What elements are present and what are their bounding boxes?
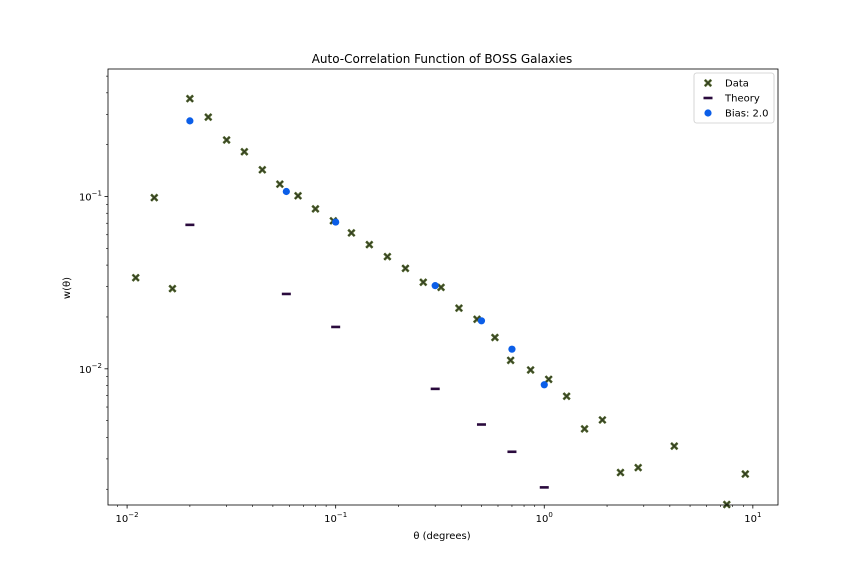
x-tick-label: 101 xyxy=(744,511,761,525)
data-point xyxy=(506,356,515,365)
bias-2-0-point xyxy=(508,345,516,353)
data-point xyxy=(311,204,320,214)
series-theory xyxy=(185,223,549,489)
data-point xyxy=(168,284,177,293)
data-point xyxy=(347,228,356,238)
data-point xyxy=(562,392,571,401)
data-point xyxy=(598,415,607,425)
data-point xyxy=(722,500,731,509)
y-tick-label: 10−1 xyxy=(79,190,102,204)
legend: Data Theory Bias: 2.0 xyxy=(693,72,775,124)
data-point xyxy=(240,147,249,156)
data-point xyxy=(670,441,679,451)
legend-label: Theory xyxy=(724,94,760,105)
data-point xyxy=(526,365,535,375)
data-point xyxy=(454,304,464,313)
data-point xyxy=(275,180,284,189)
plot-frame xyxy=(107,68,779,506)
y-axis-label: w(θ) xyxy=(62,277,73,299)
data-point xyxy=(741,469,750,479)
data-point xyxy=(419,278,428,287)
data-point xyxy=(383,252,392,261)
bias-2-0-point xyxy=(186,117,194,125)
chart-title: Auto-Correlation Function of BOSS Galaxi… xyxy=(312,52,573,66)
data-point xyxy=(436,283,446,292)
data-point xyxy=(634,463,643,472)
series-bias-2-0 xyxy=(186,117,548,389)
legend-marker-bias-2-0 xyxy=(704,109,712,117)
data-point xyxy=(258,165,267,174)
legend-entry-bias-2-0: Bias: 2.0 xyxy=(704,109,768,120)
legend-label: Bias: 2.0 xyxy=(725,109,768,120)
data-point xyxy=(293,191,303,200)
data-point xyxy=(544,375,553,384)
y-axis: 10−2 10−1 xyxy=(79,75,108,490)
x-axis: 10−2 10−1 100 101 xyxy=(116,505,761,525)
bias-2-0-point xyxy=(332,218,340,226)
data-point xyxy=(490,333,500,342)
data-point xyxy=(616,468,625,477)
x-tick-label: 10−2 xyxy=(116,511,139,525)
bias-2-0-point xyxy=(431,282,439,290)
plot-marks xyxy=(131,94,750,509)
data-point xyxy=(204,113,213,122)
bias-2-0-point xyxy=(282,187,290,196)
x-axis-label: θ (degrees) xyxy=(413,531,470,542)
series-data xyxy=(131,94,750,509)
legend-box xyxy=(693,72,775,124)
legend-entry-theory: Theory xyxy=(703,94,760,105)
x-tick-label: 100 xyxy=(536,511,553,525)
y-tick-label: 10−2 xyxy=(79,362,102,376)
data-point xyxy=(185,94,194,103)
x-tick-label: 10−1 xyxy=(324,511,347,525)
data-point xyxy=(222,135,231,145)
data-point xyxy=(365,240,374,249)
legend-label: Data xyxy=(725,79,749,90)
data-point xyxy=(401,264,410,273)
data-point xyxy=(580,424,589,434)
bias-2-0-point xyxy=(477,317,486,325)
data-point xyxy=(150,193,159,202)
bias-2-0-point xyxy=(540,381,548,389)
data-point xyxy=(131,273,140,282)
